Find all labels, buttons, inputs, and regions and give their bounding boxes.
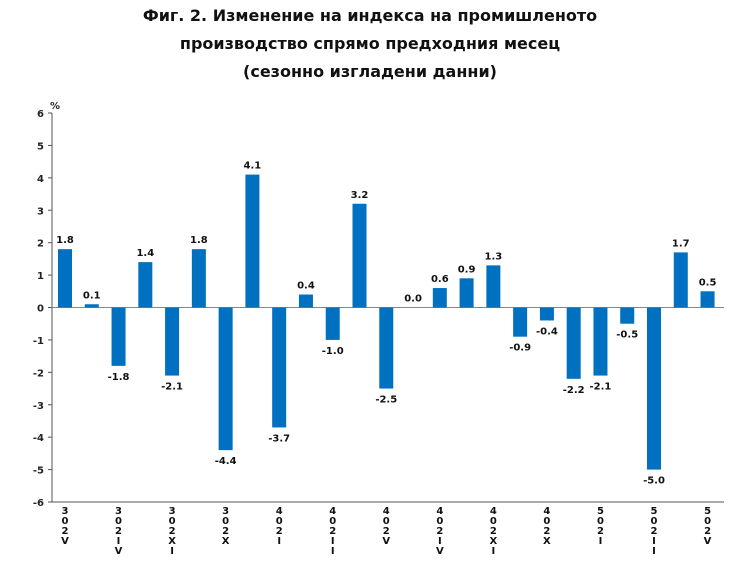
bar-value-label: 3.2 <box>351 190 369 201</box>
bar-value-label: 1.4 <box>136 248 154 259</box>
bar <box>272 308 286 428</box>
y-tick-label: -1 <box>33 336 44 347</box>
bar <box>513 308 527 337</box>
y-axis-unit: % <box>50 101 60 112</box>
y-tick-label: 3 <box>37 206 44 217</box>
bar-chart: % 6 5 4 3 2 1 0 -1 -2 -3 -4 -5 -6 1.8 0.1 -1.8 1.4 -2.1 1… <box>0 0 740 563</box>
bar <box>138 262 152 307</box>
bar <box>433 288 447 307</box>
x-axis-labels: 3 0 2 V 3 0 2 I V 3 0 2 X I 3 0 2 X 4 0 2 I 4 0 2 I I 4 0 2 V 4 0 2 I V 4 0 2 X… <box>61 506 712 557</box>
bar-value-label: -2.5 <box>375 395 397 406</box>
y-tick-label: -6 <box>33 498 44 509</box>
bar-value-label: 1.8 <box>56 235 74 246</box>
y-tick-label: 4 <box>37 174 44 185</box>
bar-value-label: 0.1 <box>83 290 101 301</box>
bar <box>674 252 688 307</box>
bar-value-label: -1.0 <box>322 346 344 357</box>
bar <box>460 278 474 307</box>
bar-value-label: -2.1 <box>161 382 183 393</box>
bar-value-label: 0.4 <box>297 281 315 292</box>
y-tick-label: 6 <box>37 109 44 120</box>
y-tick-label: 2 <box>37 239 44 250</box>
y-axis-ticks: 6 5 4 3 2 1 0 -1 -2 -3 -4 -5 -6 <box>33 109 52 509</box>
bar-value-label: 0.9 <box>458 264 476 275</box>
bar-value-label: 1.3 <box>485 251 503 262</box>
bar-value-label: -0.4 <box>536 326 558 337</box>
bar <box>245 175 259 308</box>
bar <box>701 291 715 307</box>
bar-value-label: 1.8 <box>190 235 208 246</box>
bar-value-label: 0.5 <box>699 277 717 288</box>
bar-value-label: -4.4 <box>215 456 237 467</box>
bar-series <box>58 175 715 470</box>
bar-value-label: 0.0 <box>404 294 422 305</box>
y-tick-label: -4 <box>33 433 44 444</box>
bar-value-label: 1.7 <box>672 238 690 249</box>
y-tick-label: -2 <box>33 368 44 379</box>
bar <box>593 308 607 376</box>
y-tick-label: -3 <box>33 401 44 412</box>
bar <box>165 308 179 376</box>
bar <box>326 308 340 340</box>
bar <box>112 308 126 366</box>
bar <box>620 308 634 324</box>
bar <box>379 308 393 389</box>
y-tick-label: -5 <box>33 466 44 477</box>
bar-value-label: -3.7 <box>268 433 290 444</box>
bar-value-label: 4.1 <box>244 161 262 172</box>
bar <box>353 204 367 308</box>
y-tick-label: 0 <box>37 304 44 315</box>
bar-value-label: -1.8 <box>108 372 130 383</box>
bar <box>540 308 554 321</box>
bar <box>58 249 72 307</box>
bar <box>299 295 313 308</box>
bar-value-label: -0.5 <box>616 330 638 341</box>
bar-value-label: -2.2 <box>563 385 585 396</box>
y-tick-label: 5 <box>37 141 44 152</box>
bar-value-label: 0.6 <box>431 274 449 285</box>
bar-value-label: -2.1 <box>590 382 612 393</box>
bar <box>85 304 99 307</box>
bar <box>219 308 233 451</box>
bar-value-label: -5.0 <box>643 476 665 487</box>
bar <box>486 265 500 307</box>
bar <box>192 249 206 307</box>
bar-value-label: -0.9 <box>509 343 531 354</box>
y-tick-label: 1 <box>37 271 44 282</box>
bar <box>647 308 661 470</box>
bar <box>567 308 581 379</box>
